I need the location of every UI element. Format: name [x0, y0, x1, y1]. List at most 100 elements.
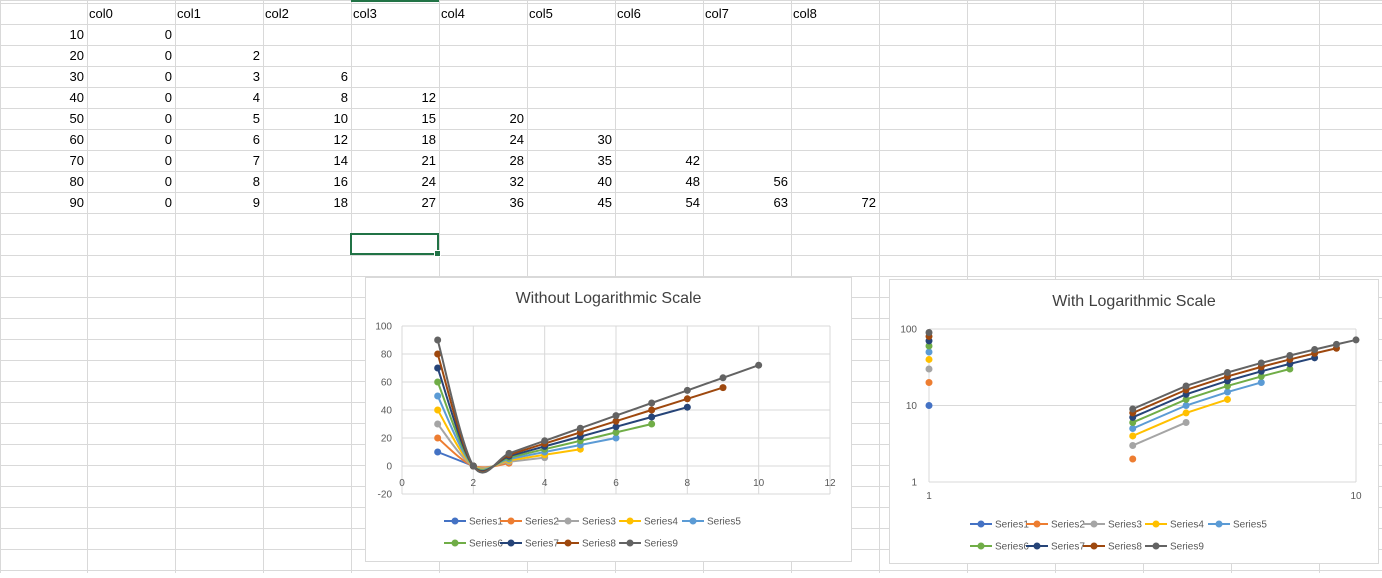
data-point[interactable] — [505, 449, 513, 457]
row-value-cell[interactable]: 10 — [69, 27, 84, 42]
series-line[interactable] — [1132, 398, 1228, 437]
data-cell[interactable]: 18 — [333, 195, 348, 210]
series-line[interactable] — [436, 339, 760, 474]
row-value-cell[interactable]: 30 — [69, 69, 84, 84]
data-cell[interactable]: 0 — [164, 132, 172, 147]
legend-entry[interactable]: Series2 — [500, 517, 559, 528]
data-cell[interactable]: 14 — [333, 153, 348, 168]
data-point[interactable] — [1129, 432, 1137, 440]
data-point[interactable] — [1223, 382, 1231, 390]
row-value-cell[interactable]: 60 — [69, 132, 84, 147]
data-point[interactable] — [925, 402, 933, 409]
row-value-cell[interactable]: 50 — [69, 111, 84, 126]
legend-entry[interactable]: Series3 — [1083, 520, 1142, 531]
data-cell[interactable]: 4 — [252, 90, 260, 105]
data-cell[interactable]: 32 — [509, 174, 524, 189]
data-point[interactable] — [1182, 418, 1190, 426]
data-cell[interactable]: 12 — [333, 132, 348, 147]
data-cell[interactable]: 0 — [164, 111, 172, 126]
data-point[interactable] — [434, 406, 442, 414]
data-cell[interactable]: 28 — [509, 153, 524, 168]
data-point[interactable] — [755, 361, 763, 369]
data-point[interactable] — [612, 428, 620, 436]
data-cell[interactable]: 8 — [252, 174, 260, 189]
data-cell[interactable]: 15 — [421, 111, 436, 126]
data-point[interactable] — [1129, 425, 1137, 433]
data-point[interactable] — [1129, 455, 1137, 463]
data-cell[interactable]: 0 — [164, 153, 172, 168]
data-point[interactable] — [1286, 352, 1294, 360]
data-point[interactable] — [1129, 418, 1137, 426]
data-point[interactable] — [1129, 405, 1137, 413]
data-cell[interactable]: 42 — [685, 153, 700, 168]
series-line[interactable] — [1132, 381, 1262, 430]
row-value-cell[interactable]: 90 — [69, 195, 84, 210]
column-header-cell[interactable]: col0 — [89, 6, 113, 21]
data-point[interactable] — [612, 417, 620, 425]
selected-cell[interactable] — [350, 233, 441, 257]
data-point[interactable] — [648, 406, 656, 414]
data-point[interactable] — [1311, 345, 1319, 353]
legend-entry[interactable]: Series7 — [500, 539, 559, 550]
data-point[interactable] — [1257, 372, 1265, 380]
series-line[interactable] — [1132, 338, 1357, 410]
series-line[interactable] — [436, 353, 724, 473]
data-point[interactable] — [1257, 359, 1265, 367]
legend-entry[interactable]: Series5 — [1208, 520, 1267, 531]
data-cell[interactable]: 8 — [340, 90, 348, 105]
data-point[interactable] — [1182, 402, 1190, 409]
data-cell[interactable]: 0 — [164, 48, 172, 63]
data-point[interactable] — [576, 424, 584, 432]
data-cell[interactable]: 0 — [164, 69, 172, 84]
legend-entry[interactable]: Series5 — [682, 517, 741, 528]
data-point[interactable] — [1129, 442, 1137, 450]
data-point[interactable] — [683, 386, 691, 394]
data-point[interactable] — [1352, 336, 1360, 344]
legend-entry[interactable]: Series4 — [619, 517, 678, 528]
column-header-cell[interactable]: col6 — [617, 6, 641, 21]
data-point[interactable] — [925, 342, 933, 350]
legend-entry[interactable]: Series1 — [970, 520, 1029, 531]
column-header-cell[interactable]: col4 — [441, 6, 465, 21]
data-cell[interactable]: 18 — [421, 132, 436, 147]
column-header-cell[interactable]: col2 — [265, 6, 289, 21]
data-cell[interactable]: 21 — [421, 153, 436, 168]
legend-entry[interactable]: Series3 — [557, 517, 616, 528]
data-point[interactable] — [925, 348, 933, 356]
legend-entry[interactable]: Series9 — [1145, 542, 1204, 553]
data-point[interactable] — [648, 420, 656, 428]
data-cell[interactable]: 72 — [861, 195, 876, 210]
fill-handle[interactable] — [434, 250, 441, 257]
data-cell[interactable]: 30 — [597, 132, 612, 147]
legend-entry[interactable]: Series4 — [1145, 520, 1204, 531]
data-point[interactable] — [541, 437, 549, 445]
data-point[interactable] — [683, 403, 691, 411]
column-header-cell[interactable]: col8 — [793, 6, 817, 21]
column-header-cell[interactable]: col5 — [529, 6, 553, 21]
linear-chart[interactable]: Without Logarithmic Scale -20 0 20 40 60 80 10… — [365, 277, 852, 562]
row-value-cell[interactable]: 80 — [69, 174, 84, 189]
series-line[interactable] — [1132, 356, 1315, 419]
data-point[interactable] — [434, 378, 442, 386]
data-point[interactable] — [648, 413, 656, 421]
data-cell[interactable]: 24 — [421, 174, 436, 189]
legend-entry[interactable]: Series7 — [1026, 542, 1085, 553]
data-point[interactable] — [434, 448, 442, 456]
data-point[interactable] — [648, 399, 656, 407]
data-cell[interactable]: 10 — [333, 111, 348, 126]
data-point[interactable] — [1332, 340, 1340, 348]
legend-entry[interactable]: Series6 — [444, 539, 503, 550]
data-point[interactable] — [434, 336, 442, 344]
data-cell[interactable]: 2 — [252, 48, 260, 63]
data-cell[interactable]: 56 — [773, 174, 788, 189]
legend-entry[interactable]: Series2 — [1026, 520, 1085, 531]
column-header-cell[interactable]: col3 — [353, 6, 377, 21]
log-chart[interactable]: With Logarithmic Scale 1 10 100 1 10 Series1 S… — [889, 279, 1379, 564]
data-point[interactable] — [434, 420, 442, 428]
data-point[interactable] — [434, 434, 442, 442]
data-point[interactable] — [1182, 409, 1190, 417]
data-cell[interactable]: 54 — [685, 195, 700, 210]
data-point[interactable] — [434, 350, 442, 358]
legend-entry[interactable]: Series8 — [557, 539, 616, 550]
data-cell[interactable]: 45 — [597, 195, 612, 210]
